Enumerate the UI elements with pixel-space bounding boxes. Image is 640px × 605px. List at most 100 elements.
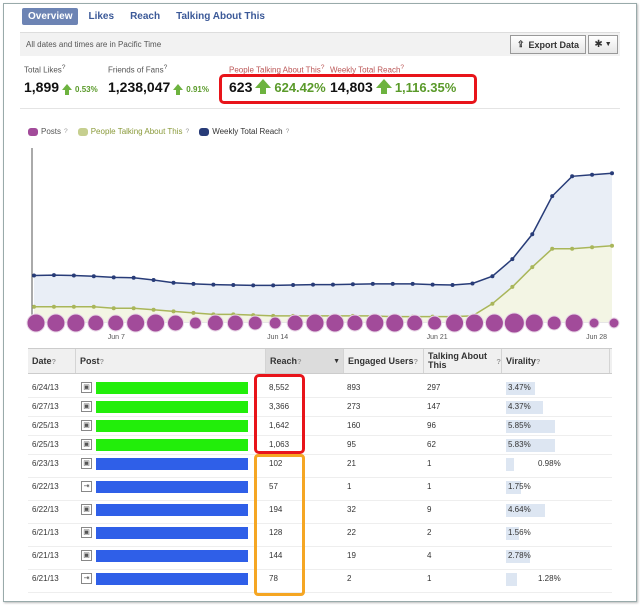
post-type-icon[interactable]: ▣ xyxy=(81,401,92,412)
up-arrow-icon xyxy=(173,83,184,95)
post-redacted-bar[interactable] xyxy=(96,504,248,516)
legend-swatch xyxy=(77,127,88,136)
post-type-icon[interactable]: ⇥ xyxy=(81,481,92,492)
cell-reach: 8,552 xyxy=(269,383,290,392)
cell-reach: 78 xyxy=(269,574,278,583)
reach-point xyxy=(410,281,415,286)
divider xyxy=(20,108,620,109)
post-type-icon[interactable]: ▣ xyxy=(81,382,92,393)
post-redacted-bar[interactable] xyxy=(96,573,248,585)
cell-talking-about-this: 1 xyxy=(427,459,432,468)
column-header-virality[interactable]: Virality? xyxy=(502,349,610,373)
table-row[interactable]: 6/23/13 ▣ 102 21 1 0.98% xyxy=(28,455,612,478)
column-header-date[interactable]: Date? xyxy=(28,349,76,373)
cell-virality: 4.64% xyxy=(508,505,531,514)
post-redacted-bar[interactable] xyxy=(96,458,248,470)
column-header-post[interactable]: Post? xyxy=(76,349,266,373)
post-redacted-bar[interactable] xyxy=(96,439,248,451)
virality-bar xyxy=(506,401,543,414)
post-bubble xyxy=(66,313,86,333)
highlight-box-stats xyxy=(219,74,477,104)
stat-label[interactable]: Weekly Total Reach? xyxy=(330,64,405,75)
reach-point xyxy=(32,273,36,278)
post-redacted-bar[interactable] xyxy=(96,527,248,539)
post-type-icon[interactable]: ▣ xyxy=(81,504,92,515)
stat-value: 14,803 xyxy=(330,78,373,95)
settings-menu-button[interactable]: ✱ ▼ xyxy=(588,35,618,54)
up-arrow-icon xyxy=(255,78,272,94)
reach-point xyxy=(550,194,555,199)
export-data-button[interactable]: ⇪ Export Data xyxy=(510,35,587,54)
column-header-talking-about-this[interactable]: Talking About This? xyxy=(424,349,502,373)
table-row[interactable]: 6/25/13 ▣ 1,063 95 62 5.83% xyxy=(28,436,612,455)
talking-point xyxy=(590,245,595,250)
tab-overview[interactable]: Overview xyxy=(22,8,79,25)
reach-point xyxy=(470,281,475,286)
table-row[interactable]: 6/24/13 ▣ 8,552 893 297 3.47% xyxy=(28,379,612,398)
cell-reach: 102 xyxy=(269,459,283,468)
table-header: Date? Post? Reach? ▼ Engaged Users? Talki… xyxy=(28,348,612,374)
reach-point xyxy=(291,283,296,288)
cell-engaged-users: 893 xyxy=(347,383,361,392)
post-type-icon[interactable]: ▣ xyxy=(81,527,92,538)
cell-talking-about-this: 1 xyxy=(427,482,432,491)
table-row[interactable]: 6/21/13 ▣ 144 19 4 2.78% xyxy=(28,547,612,570)
cell-talking-about-this: 96 xyxy=(427,421,436,430)
column-header-reach[interactable]: Reach? ▼ xyxy=(266,349,344,373)
post-bubble xyxy=(524,313,544,333)
post-bubble xyxy=(107,314,125,332)
column-header-engaged-users[interactable]: Engaged Users? xyxy=(344,349,424,373)
legend-item-talking[interactable]: People Talking About This? xyxy=(77,127,189,136)
cell-date: 6/23/13 xyxy=(32,459,59,468)
talking-point xyxy=(131,306,136,311)
stat-value: 623 xyxy=(229,78,253,95)
stat-label[interactable]: People Talking About This? xyxy=(229,64,325,75)
reach-area xyxy=(34,173,612,322)
table-row[interactable]: 6/22/13 ⇥ 57 1 1 1.75% xyxy=(28,478,612,501)
post-bubble xyxy=(247,315,263,331)
post-type-icon[interactable]: ▣ xyxy=(81,458,92,469)
gear-icon: ✱ xyxy=(594,39,603,50)
post-type-icon[interactable]: ▣ xyxy=(81,550,92,561)
tab-reach[interactable]: Reach xyxy=(130,11,161,22)
talking-point xyxy=(530,265,535,270)
table-row[interactable]: 6/25/13 ▣ 1,642 160 96 5.85% xyxy=(28,417,612,436)
post-type-icon[interactable]: ▣ xyxy=(81,420,92,431)
post-bubble xyxy=(464,313,484,333)
post-redacted-bar[interactable] xyxy=(96,550,248,562)
post-type-icon[interactable]: ▣ xyxy=(81,439,92,450)
post-type-icon[interactable]: ⇥ xyxy=(81,573,92,584)
virality-bar xyxy=(506,481,521,494)
table-row[interactable]: 6/21/13 ▣ 128 22 2 1.56% xyxy=(28,524,612,547)
reach-point xyxy=(71,273,76,278)
cell-virality: 4.37% xyxy=(508,402,531,411)
stat-friends-of-fans: Friends of Fans? 1,238,047 0.91% xyxy=(108,64,209,95)
table-row[interactable]: 6/22/13 ▣ 194 32 9 4.64% xyxy=(28,501,612,524)
legend-item-posts[interactable]: Posts? xyxy=(28,127,68,136)
up-arrow-icon xyxy=(375,78,392,94)
highlight-box-top-reach xyxy=(254,374,305,454)
cell-talking-about-this: 4 xyxy=(427,551,432,560)
cell-talking-about-this: 62 xyxy=(427,440,436,449)
toolbar: All dates and times are in Pacific Time … xyxy=(20,32,620,56)
post-bubble xyxy=(427,315,443,331)
cell-date: 6/21/13 xyxy=(32,551,59,560)
table-row[interactable]: 6/27/13 ▣ 3,366 273 147 4.37% xyxy=(28,398,612,417)
talking-series-line xyxy=(34,244,613,318)
cell-date: 6/22/13 xyxy=(32,482,59,491)
post-redacted-bar[interactable] xyxy=(96,382,248,394)
table-row[interactable]: 6/21/13 ⇥ 78 2 1 1.28% xyxy=(28,570,612,593)
post-redacted-bar[interactable] xyxy=(96,420,248,432)
overview-chart: Jun 7 Jun 14 Jun 21 Jun 28 xyxy=(26,148,620,341)
post-redacted-bar[interactable] xyxy=(96,481,248,493)
x-tick-label: Jun 14 xyxy=(267,334,288,341)
cell-reach: 144 xyxy=(269,551,283,560)
reach-point xyxy=(51,273,56,278)
virality-bar xyxy=(506,439,555,452)
post-redacted-bar[interactable] xyxy=(96,401,248,413)
tab-likes[interactable]: Likes xyxy=(88,11,115,22)
legend-item-reach[interactable]: Weekly Total Reach? xyxy=(199,127,289,136)
talking-area xyxy=(34,245,612,322)
up-arrow-icon xyxy=(62,83,73,95)
tab-talking-about-this[interactable]: Talking About This xyxy=(176,11,265,22)
